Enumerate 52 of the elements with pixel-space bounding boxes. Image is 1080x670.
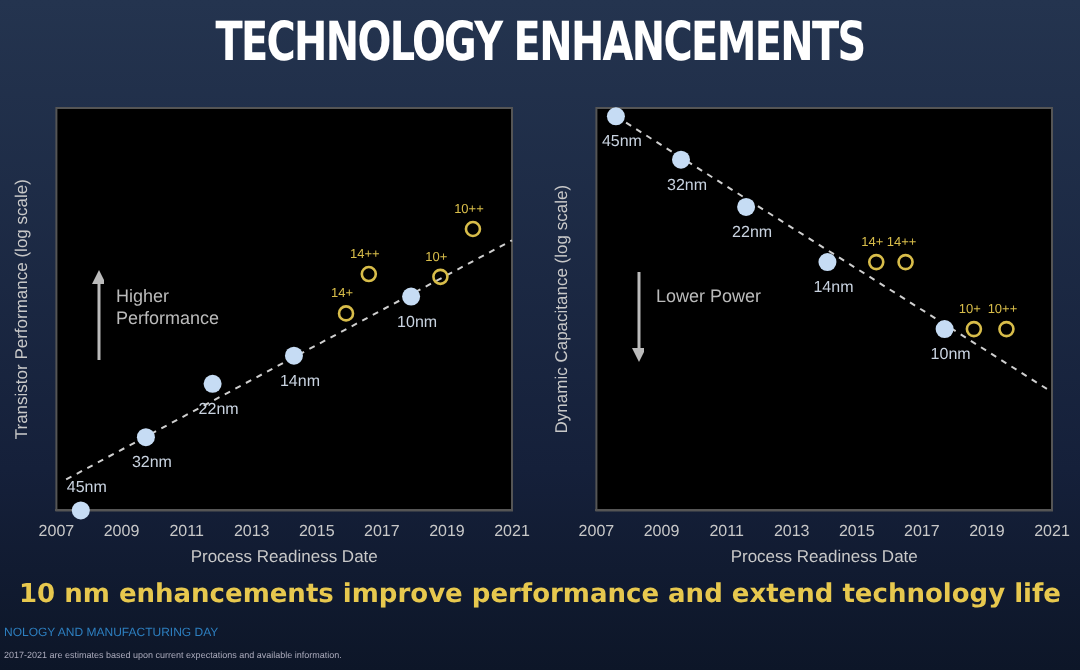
point [136,428,155,447]
point [464,220,482,238]
point [935,320,954,339]
annotation: 32nm [131,453,173,472]
point [606,107,625,126]
x-tick-label: 2021 [494,522,531,541]
annotation: 22nm [732,222,773,241]
point [672,150,691,169]
annotation: 10nm [397,312,438,331]
point [284,346,303,365]
x-tick-label: 2017 [364,522,401,541]
x-axis-title: Process Readiness Date [190,546,379,567]
point [432,268,449,286]
x-axis-title: Process Readiness Date [730,546,919,567]
annotation: 32nm [667,175,708,194]
x-tick-label: 2019 [969,522,1006,541]
annotation: 10nm [930,345,972,364]
x-tick-label: 2007 [578,522,616,541]
annotation: Higher Performance [116,286,222,330]
point [71,501,90,520]
point [998,320,1015,338]
x-tick-label: 2019 [429,522,466,541]
point [897,253,914,271]
x-tick-label: 2011 [709,522,745,541]
annotation: Lower Power [656,286,764,308]
text: 10 nm enhancements improve performance and extend technology life [17,580,1063,610]
point [203,374,222,393]
x-tick-label: 2007 [38,522,76,541]
x-tick-label: 2017 [904,522,941,541]
x-tick-label: 2015 [838,522,876,541]
x-tick-label: 2021 [1034,522,1071,541]
point [360,265,378,283]
annotation: 14nm [279,371,321,390]
chart-title: TECHNOLOGY ENHANCEMENTS [213,12,867,74]
point [337,305,355,322]
x-tick-label: 2011 [169,522,205,541]
annotation: 22nm [198,399,240,418]
annotation: 45nm [601,132,643,151]
annotation: 14nm [813,278,855,297]
annotation: 45nm [66,478,108,497]
point [402,287,421,306]
x-tick-label: 2009 [103,522,141,541]
point [737,197,756,216]
point [867,253,885,271]
x-tick-label: 2013 [233,522,271,541]
point [818,253,837,272]
point [965,320,983,338]
x-tick-label: 2015 [298,522,336,541]
y-axis-title: Dynamic Capacitance (log scale) [550,184,571,434]
x-tick-label: 2013 [773,522,811,541]
y-axis-title: Transistor Performance (log scale) [10,178,31,440]
x-tick-label: 2009 [643,522,681,541]
